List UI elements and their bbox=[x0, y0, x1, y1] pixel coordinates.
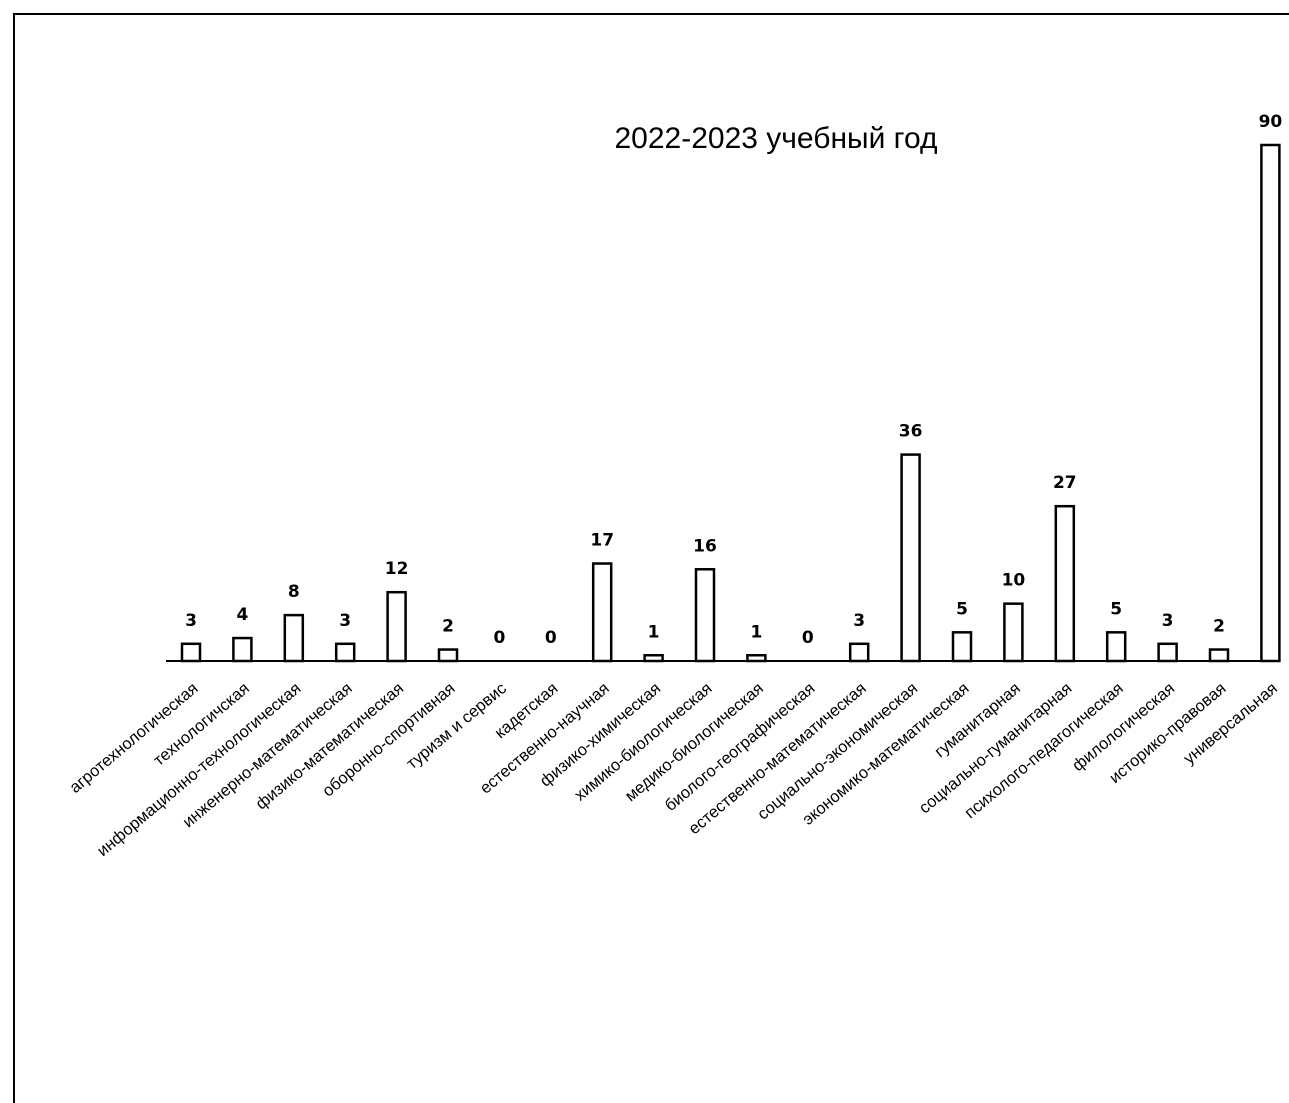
bar bbox=[746, 654, 767, 663]
data-label: 5 bbox=[1110, 599, 1122, 619]
data-label: 0 bbox=[493, 628, 505, 648]
bar bbox=[643, 654, 664, 663]
data-label: 3 bbox=[1162, 611, 1174, 631]
bar bbox=[591, 562, 613, 663]
data-label: 8 bbox=[288, 582, 300, 602]
data-label: 2 bbox=[442, 617, 454, 637]
data-label: 16 bbox=[693, 536, 717, 556]
bar bbox=[694, 568, 716, 663]
bar bbox=[386, 590, 407, 663]
chart-title: 2022-2023 учебный год bbox=[615, 122, 938, 155]
data-label: 12 bbox=[385, 559, 409, 579]
data-label: 4 bbox=[236, 605, 248, 625]
data-label: 10 bbox=[1002, 571, 1026, 591]
bar bbox=[232, 636, 253, 663]
bar bbox=[1208, 648, 1230, 663]
data-label: 3 bbox=[853, 611, 865, 631]
bar bbox=[1003, 602, 1024, 663]
data-label: 90 bbox=[1259, 112, 1283, 132]
data-label: 0 bbox=[545, 628, 557, 648]
data-label: 1 bbox=[648, 622, 660, 642]
bar bbox=[951, 631, 973, 663]
data-label: 3 bbox=[185, 611, 197, 631]
bar bbox=[437, 648, 459, 663]
data-label: 2 bbox=[1213, 617, 1225, 637]
data-label: 1 bbox=[750, 622, 762, 642]
bar bbox=[848, 642, 870, 663]
data-label: 0 bbox=[802, 628, 814, 648]
x-tick-label: универсальная bbox=[1180, 679, 1281, 768]
bar bbox=[1105, 631, 1127, 663]
data-label: 27 bbox=[1053, 473, 1077, 493]
bar bbox=[1054, 504, 1076, 663]
x-tick-label: информационно-технологическая bbox=[94, 679, 305, 860]
bars-group bbox=[180, 143, 1281, 663]
bar bbox=[334, 642, 356, 663]
data-label: 17 bbox=[590, 531, 614, 551]
data-label: 36 bbox=[899, 422, 923, 442]
bar bbox=[1157, 642, 1178, 663]
bar bbox=[1260, 143, 1281, 663]
data-label: 3 bbox=[339, 611, 351, 631]
data-label: 5 bbox=[956, 599, 968, 619]
chart-frame bbox=[13, 13, 1289, 1103]
bar bbox=[180, 642, 202, 663]
tick-labels-group: агротехнологическаятехнологичскаяинформа… bbox=[66, 679, 1281, 860]
bar bbox=[283, 613, 305, 663]
bar bbox=[900, 453, 921, 663]
